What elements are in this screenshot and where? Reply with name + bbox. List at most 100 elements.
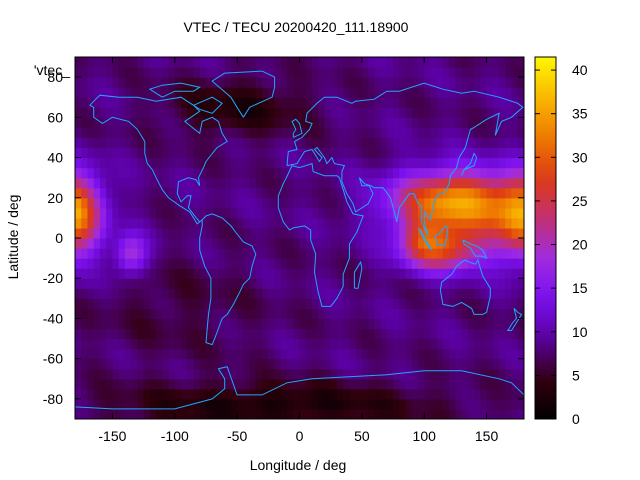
heat-cell bbox=[280, 338, 288, 350]
heat-cell bbox=[237, 217, 244, 229]
heat-cell bbox=[486, 258, 494, 269]
heat-cell bbox=[218, 268, 226, 279]
heat-cell bbox=[262, 258, 269, 269]
heat-cell bbox=[87, 388, 95, 400]
heat-cell bbox=[187, 298, 195, 309]
heat-cell bbox=[486, 177, 494, 189]
heat-cell bbox=[386, 338, 394, 350]
heat-cell bbox=[255, 147, 263, 159]
heat-cell bbox=[380, 207, 388, 219]
heat-cell bbox=[474, 278, 481, 289]
heat-cell bbox=[305, 378, 313, 390]
heat-cell bbox=[511, 187, 519, 199]
heat-cell bbox=[181, 177, 188, 189]
heat-cell bbox=[237, 77, 244, 88]
heat-cell bbox=[287, 167, 294, 179]
heat-cell bbox=[517, 57, 524, 68]
heat-cell bbox=[174, 338, 182, 350]
heat-cell bbox=[274, 388, 282, 400]
heat-cell bbox=[137, 187, 145, 199]
heat-cell bbox=[517, 107, 524, 118]
heat-cell bbox=[81, 398, 89, 410]
heat-cell bbox=[399, 77, 407, 88]
heat-cell bbox=[405, 87, 413, 98]
heat-cell bbox=[93, 207, 101, 219]
heat-cell bbox=[305, 288, 313, 299]
heat-cell bbox=[249, 238, 257, 249]
heat-cell bbox=[436, 147, 444, 159]
heat-cell bbox=[486, 107, 494, 118]
heat-cell bbox=[393, 318, 400, 330]
heat-cell bbox=[137, 318, 145, 330]
heat-cell bbox=[299, 368, 307, 380]
heat-cell bbox=[424, 338, 432, 350]
heat-cell bbox=[336, 107, 344, 118]
heat-cell bbox=[87, 127, 95, 139]
heat-cell bbox=[218, 207, 226, 219]
heat-cell bbox=[399, 207, 407, 219]
heat-cell bbox=[112, 87, 120, 98]
heat-cell bbox=[467, 167, 475, 179]
heat-cell bbox=[230, 127, 238, 139]
heat-cell bbox=[324, 368, 332, 380]
heat-cell bbox=[517, 288, 524, 299]
heat-cell bbox=[162, 137, 170, 149]
heat-cell bbox=[87, 207, 95, 219]
heat-cell bbox=[436, 318, 444, 330]
heat-cell bbox=[424, 288, 432, 299]
heat-cell bbox=[280, 107, 288, 118]
heat-cell bbox=[112, 388, 120, 400]
heat-cell bbox=[187, 137, 195, 149]
heat-cell bbox=[442, 87, 450, 98]
heat-cell bbox=[212, 348, 220, 360]
heat-cell bbox=[411, 368, 419, 380]
heat-cell bbox=[162, 388, 170, 400]
heat-cell bbox=[149, 388, 157, 400]
heat-cell bbox=[224, 187, 232, 199]
heat-cell bbox=[212, 147, 220, 159]
heat-cell bbox=[349, 258, 357, 269]
heat-cell bbox=[224, 298, 232, 309]
heat-cell bbox=[262, 388, 269, 400]
heat-cell bbox=[181, 358, 188, 370]
heat-cell bbox=[467, 137, 475, 149]
heat-cell bbox=[411, 258, 419, 269]
heat-cell bbox=[81, 278, 89, 289]
heat-cell bbox=[368, 388, 375, 400]
heat-cell bbox=[374, 97, 382, 108]
heat-cell bbox=[411, 227, 419, 239]
heat-cell bbox=[305, 57, 313, 68]
heat-cell bbox=[156, 398, 163, 410]
heat-cell bbox=[249, 348, 257, 360]
heat-cell bbox=[131, 77, 138, 88]
heat-cell bbox=[411, 288, 419, 299]
heat-cell bbox=[106, 278, 114, 289]
heat-cell bbox=[156, 238, 163, 249]
heat-cell bbox=[311, 167, 319, 179]
heat-cell bbox=[399, 348, 407, 360]
heat-cell bbox=[336, 288, 344, 299]
heat-cell bbox=[93, 87, 101, 98]
heat-cell bbox=[205, 398, 213, 410]
heat-cell bbox=[343, 217, 350, 229]
heat-cell bbox=[205, 157, 213, 169]
heat-cell bbox=[349, 328, 357, 340]
heat-cell bbox=[368, 368, 375, 380]
heat-cell bbox=[118, 127, 126, 139]
heat-cell bbox=[417, 147, 425, 159]
heat-cell bbox=[87, 67, 95, 78]
heat-cell bbox=[436, 338, 444, 350]
colorbar-tick-label: 35 bbox=[572, 106, 588, 122]
heat-cell bbox=[311, 207, 319, 219]
heat-cell bbox=[149, 358, 157, 370]
x-tick-label: 100 bbox=[413, 428, 437, 444]
heat-cell bbox=[280, 298, 288, 309]
heat-cell bbox=[99, 388, 107, 400]
heat-cell bbox=[299, 157, 307, 169]
heat-cell bbox=[511, 127, 519, 139]
heat-cell bbox=[205, 147, 213, 159]
heat-cell bbox=[205, 238, 213, 249]
heat-cell bbox=[455, 248, 463, 259]
heat-cell bbox=[311, 137, 319, 149]
heat-cell bbox=[87, 187, 95, 199]
